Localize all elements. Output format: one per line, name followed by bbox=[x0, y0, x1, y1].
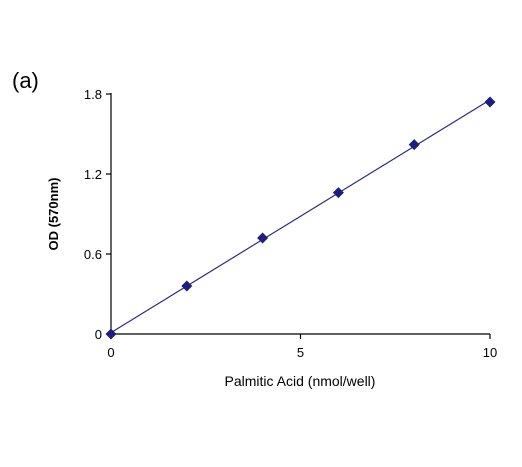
y-tick-label: 0.6 bbox=[84, 247, 102, 262]
data-markers bbox=[105, 96, 496, 340]
x-tick-label: 5 bbox=[297, 345, 304, 360]
y-tick-label: 1.8 bbox=[84, 87, 102, 102]
data-point bbox=[332, 187, 344, 199]
data-point bbox=[408, 139, 420, 151]
panel-label: (a) bbox=[12, 68, 39, 93]
trendline bbox=[110, 99, 491, 334]
y-tick-label: 1.2 bbox=[84, 167, 102, 182]
x-tick-label: 0 bbox=[107, 345, 114, 360]
x-axis-title: Palmitic Acid (nmol/well) bbox=[225, 373, 376, 389]
y-axis-title: OD (570nm) bbox=[46, 178, 61, 251]
x-ticks: 0 5 10 bbox=[107, 334, 497, 360]
y-ticks: 0 0.6 1.2 1.8 bbox=[84, 87, 111, 342]
y-tick-label: 0 bbox=[95, 327, 102, 342]
data-point bbox=[105, 328, 117, 340]
data-point bbox=[181, 280, 193, 292]
x-tick-label: 10 bbox=[483, 345, 497, 360]
data-point bbox=[257, 232, 269, 244]
data-point bbox=[484, 96, 496, 108]
